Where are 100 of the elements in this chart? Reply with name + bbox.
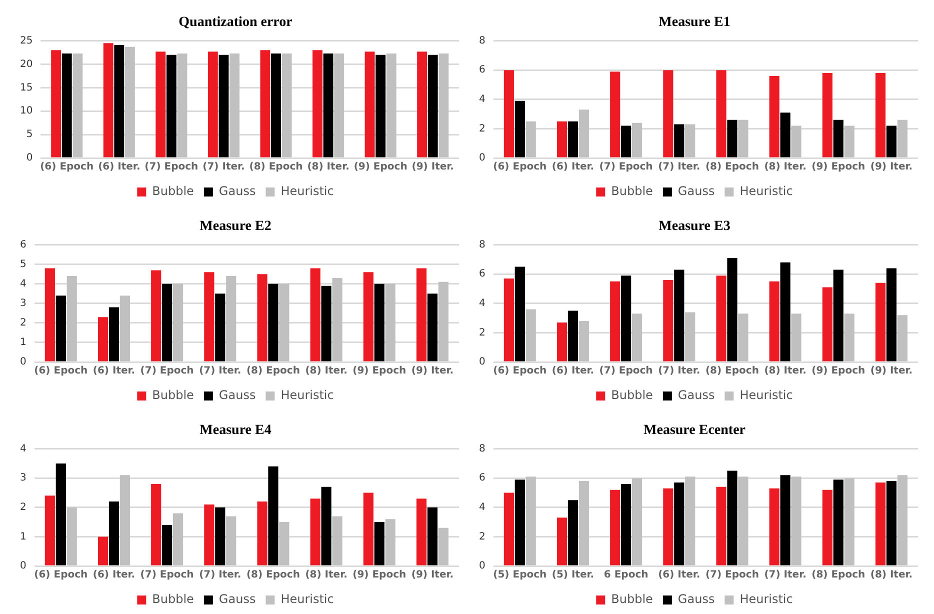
- bar: [226, 276, 236, 362]
- x-tick-label: (6) Iter.: [92, 570, 136, 581]
- bar: [514, 480, 525, 566]
- y-tick-label: 2: [478, 531, 486, 542]
- bar: [427, 507, 438, 566]
- bar: [215, 294, 226, 362]
- legend-label: Gauss: [218, 184, 256, 198]
- bar: [98, 536, 108, 566]
- x-tick-label: (9) Epoch: [812, 366, 866, 377]
- x-tick-label: (8) Epoch: [246, 366, 300, 377]
- x-tick-label: (8) Epoch: [249, 162, 303, 173]
- y-tick-label: 4: [478, 94, 486, 105]
- x-tick-label: (8) Epoch: [705, 162, 759, 173]
- bar: [108, 307, 120, 362]
- bar: [98, 317, 108, 362]
- bar: [204, 272, 214, 362]
- y-tick-label: 5: [26, 129, 33, 140]
- bar: [226, 516, 236, 566]
- bar: [663, 280, 674, 362]
- chart-title: Measure E4: [200, 423, 272, 438]
- bar: [504, 70, 514, 158]
- x-tick-label: (8) Iter.: [307, 162, 350, 173]
- bar: [556, 121, 568, 158]
- x-tick-label: (6) Epoch: [40, 162, 94, 173]
- bar: [514, 266, 525, 362]
- bar: [323, 53, 334, 158]
- x-tick-label: (9) Iter.: [870, 366, 913, 377]
- x-tick-label: (9) Iter.: [411, 366, 454, 377]
- bar: [166, 54, 176, 158]
- x-tick-label: (7) Iter.: [658, 162, 700, 173]
- bar: [738, 476, 748, 566]
- bar: [780, 475, 790, 566]
- bar: [62, 53, 72, 158]
- x-tick-label: (7) Iter.: [764, 570, 806, 581]
- y-tick-label: 8: [478, 239, 486, 250]
- x-tick-label: (6) Iter.: [552, 162, 594, 173]
- bar: [685, 476, 696, 566]
- bar: [738, 314, 748, 362]
- bar: [663, 70, 674, 158]
- bar: [780, 112, 790, 158]
- bar: [897, 120, 908, 158]
- x-tick-label: (8) Iter.: [764, 366, 806, 377]
- bar: [363, 492, 374, 566]
- legend-label: Heuristic: [740, 184, 793, 198]
- chart-title: Measure E2: [200, 219, 272, 234]
- bar: [177, 53, 188, 158]
- legend-label: Heuristic: [280, 184, 334, 198]
- y-tick-label: 4: [478, 298, 486, 309]
- bar: [886, 481, 897, 566]
- bar: [621, 126, 632, 158]
- bar: [56, 463, 66, 566]
- bar: [886, 268, 897, 362]
- bar: [72, 53, 83, 158]
- bar: [438, 528, 448, 566]
- bar: [504, 492, 514, 566]
- bar: [363, 272, 374, 362]
- x-tick-label: (7) Iter.: [199, 570, 242, 581]
- bar: [685, 312, 696, 362]
- bar: [578, 110, 589, 158]
- bar: [44, 268, 55, 362]
- y-tick-label: 8: [478, 35, 486, 46]
- bar: [438, 53, 449, 158]
- y-tick-label: 0: [20, 560, 26, 572]
- y-tick-label: 1: [20, 531, 26, 542]
- bar: [120, 296, 130, 362]
- bar: [376, 54, 386, 158]
- bar: [875, 73, 886, 158]
- y-tick-label: 0: [478, 560, 486, 572]
- bar: [791, 476, 802, 566]
- x-tick-label: (9) Epoch: [352, 366, 406, 377]
- x-tick-label: (8) Iter.: [305, 570, 348, 581]
- bar: [716, 276, 726, 362]
- bar: [632, 314, 642, 362]
- bar: [268, 466, 278, 566]
- bar: [257, 502, 268, 566]
- bar: [208, 52, 218, 158]
- bar: [822, 490, 832, 566]
- bar: [833, 120, 844, 158]
- bar: [374, 284, 384, 362]
- x-tick-label: (7) Iter.: [202, 162, 245, 173]
- y-tick-label: 2: [478, 123, 486, 134]
- x-tick-label: (9) Iter.: [870, 162, 913, 173]
- bar: [769, 76, 780, 158]
- bar: [526, 476, 536, 566]
- y-tick-label: 6: [478, 472, 486, 484]
- x-tick-label: (9) Epoch: [354, 162, 408, 173]
- legend-label: Heuristic: [280, 388, 334, 402]
- chart-title: Measure E1: [658, 15, 730, 30]
- legend-label: Bubble: [152, 388, 194, 402]
- bar: [172, 513, 184, 566]
- y-tick-label: 0: [478, 152, 486, 164]
- bar: [663, 488, 674, 566]
- legend-label: Bubble: [611, 184, 653, 198]
- bar: [822, 73, 832, 158]
- bar: [610, 281, 620, 362]
- bar: [44, 496, 55, 566]
- bar: [385, 519, 396, 566]
- bar: [271, 53, 281, 158]
- bar: [332, 516, 342, 566]
- legend-label: Bubble: [152, 592, 194, 606]
